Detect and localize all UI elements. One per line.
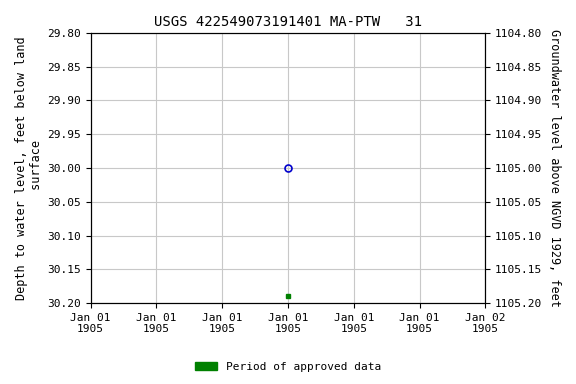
Title: USGS 422549073191401 MA-PTW   31: USGS 422549073191401 MA-PTW 31 <box>154 15 422 29</box>
Legend: Period of approved data: Period of approved data <box>191 358 385 377</box>
Y-axis label: Groundwater level above NGVD 1929, feet: Groundwater level above NGVD 1929, feet <box>548 29 561 307</box>
Y-axis label: Depth to water level, feet below land
 surface: Depth to water level, feet below land su… <box>15 36 43 300</box>
